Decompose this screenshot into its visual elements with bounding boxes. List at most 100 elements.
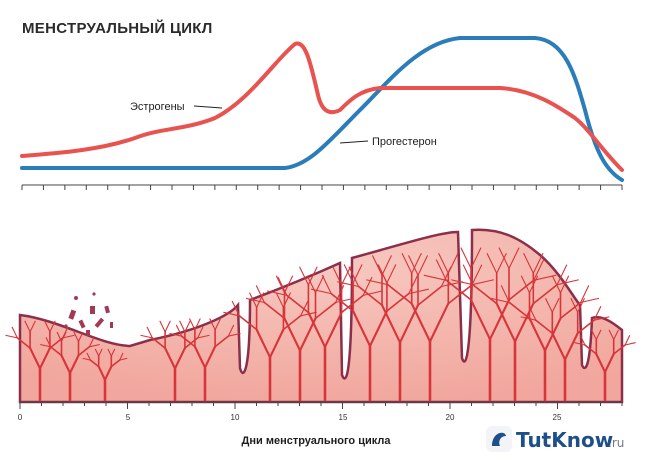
vessel-branch <box>214 318 221 331</box>
vessel-branch <box>580 297 600 304</box>
vessel-branch <box>551 298 560 313</box>
vessel-branch <box>256 292 265 308</box>
vessel-branch <box>60 354 72 375</box>
vessel-branch <box>496 253 507 274</box>
vessel-branch <box>40 344 52 348</box>
tick-label-15: 15 <box>339 413 348 422</box>
vessel-branch <box>193 345 207 369</box>
vessel-branch <box>49 320 56 333</box>
vessel-branch <box>559 275 570 294</box>
vessel-branch <box>323 311 343 348</box>
vessel-branch <box>417 285 443 306</box>
vessel-branch <box>266 290 288 296</box>
vessel-branch <box>29 320 36 333</box>
vessel-branch <box>164 320 171 333</box>
x-axis-label: Дни менструального цикла <box>242 435 392 447</box>
tick-label-5: 5 <box>126 413 131 422</box>
vessel-branch <box>386 292 410 312</box>
vessel-branch <box>508 247 520 269</box>
tick-label-25: 25 <box>553 413 562 422</box>
vessel-branch <box>227 332 241 337</box>
vessel-branch <box>410 302 432 343</box>
vessel-branch <box>146 326 153 339</box>
vessel-branch <box>545 298 553 313</box>
vessel-branch <box>445 279 472 301</box>
vessel-branch <box>608 329 615 341</box>
vessel-branch <box>435 259 447 281</box>
vessel-branch <box>307 311 327 348</box>
vessel-branch <box>140 334 153 339</box>
vessel-branch <box>29 347 42 370</box>
vessel-branch <box>255 285 265 304</box>
vessel-branch <box>97 365 107 381</box>
vessel-branch <box>490 297 510 304</box>
vessel-branch <box>551 275 562 294</box>
endometrium-illustration <box>5 228 636 404</box>
shedding-fragments <box>64 292 113 336</box>
vessel-branch <box>223 311 240 317</box>
vessel-branch <box>386 264 397 284</box>
tick-label-0: 0 <box>18 413 23 422</box>
vessel-branch <box>24 320 31 333</box>
vessel-branch <box>500 285 510 304</box>
estrogen-label: Эстрогены <box>130 101 185 113</box>
vessel-branch <box>255 328 272 359</box>
vessel-branch <box>184 320 191 333</box>
vessel-branch <box>593 306 602 321</box>
vessel-branch <box>341 266 351 286</box>
vessel-branch <box>556 264 568 286</box>
vessel-branch <box>337 281 360 288</box>
estrogen-leader <box>193 105 223 109</box>
progesterone-leader <box>339 140 369 144</box>
vessel-branch <box>110 359 121 368</box>
vessel-branch <box>591 329 597 341</box>
vessel-branch <box>5 334 18 339</box>
diagram-title: МЕНСТРУАЛЬНЫЙ ЦИКЛ <box>22 20 213 37</box>
vessel-branch <box>283 275 294 294</box>
endometrium-tissue <box>18 228 624 404</box>
vessel-branch <box>362 290 384 296</box>
vessel-branch <box>175 324 183 337</box>
vessel-branch <box>263 301 286 320</box>
vessel-branch <box>56 331 63 343</box>
vessel-branch <box>595 329 602 341</box>
vessel-branch <box>179 320 186 333</box>
vessel-branch <box>471 264 483 286</box>
vessel-branch <box>372 255 383 276</box>
vessel-branch <box>86 352 91 361</box>
vessel-branch <box>408 255 419 276</box>
vessel-branch <box>438 253 449 274</box>
vessel-branch <box>471 279 494 286</box>
brand-suffix: .ru <box>608 436 624 450</box>
vessel-branch <box>352 309 372 348</box>
vessel-branch <box>82 357 91 361</box>
vessel-branch <box>528 275 539 294</box>
vessel-branch <box>103 365 113 381</box>
vessel-branch <box>470 247 482 269</box>
vessel-branch <box>576 319 595 334</box>
vessel-branch <box>245 297 265 304</box>
vessel-branch <box>387 283 413 305</box>
vessel-branch <box>495 302 517 343</box>
vessel-branch <box>357 285 383 306</box>
vessel-branch <box>321 274 332 295</box>
vessel-branch <box>508 279 535 301</box>
vessel-branch <box>310 288 332 295</box>
vessel-branch <box>574 342 586 346</box>
vessel-branch <box>595 352 607 374</box>
vessel-branch <box>203 345 217 369</box>
vessel-branch <box>194 318 201 331</box>
vessel-branch <box>352 264 363 284</box>
vessel-branch <box>380 304 402 344</box>
tick-label-10: 10 <box>231 413 240 422</box>
vessel-branch <box>45 337 52 348</box>
vessel-branch <box>551 332 567 361</box>
vessel-branch <box>348 266 360 288</box>
brand-name: TutKnow <box>516 428 613 452</box>
vessel-branch <box>94 348 100 357</box>
vessel-branch <box>460 247 472 269</box>
vessel-branch <box>423 274 447 281</box>
vessel-branch <box>151 337 166 349</box>
blood-vessels <box>5 247 636 402</box>
vessel-branch <box>462 264 474 286</box>
